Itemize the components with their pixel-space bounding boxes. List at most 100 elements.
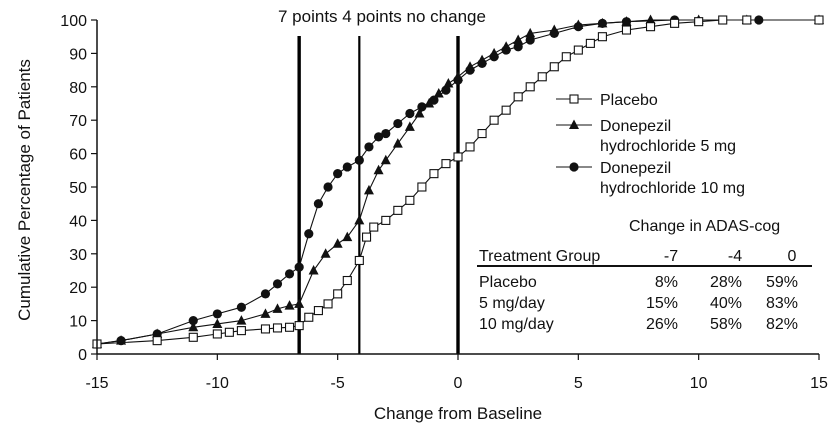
data-point-series-1 xyxy=(404,121,415,131)
data-point-series-1 xyxy=(453,71,463,81)
y-tick-label: 0 xyxy=(78,347,87,364)
table-header: Treatment Group xyxy=(479,248,600,265)
data-point-series-1 xyxy=(414,108,425,118)
axis-ticks-group: 0 10 20 30 40 50 60 70 80 90 100 -15 -10 -5 0 5 10 15 xyxy=(60,13,828,392)
data-point-series-2 xyxy=(429,95,439,105)
data-point-series-2 xyxy=(313,199,324,209)
x-tick-label: 10 xyxy=(690,375,708,392)
data-point-series-1 xyxy=(212,318,223,328)
data-point-series-0 xyxy=(236,326,246,336)
data-point-series-0 xyxy=(501,105,511,115)
data-point-series-0 xyxy=(361,232,372,242)
data-point-series-1 xyxy=(332,238,343,248)
data-point-series-0 xyxy=(260,324,271,334)
data-point-series-2 xyxy=(381,128,391,139)
y-axis-label: Cumulative Percentage of Patients xyxy=(15,59,34,321)
reference-line-annotation: 7 points 4 points no change xyxy=(278,7,486,26)
x-tick-label: -15 xyxy=(85,375,108,392)
table-cell: 83% xyxy=(766,295,798,312)
data-point-series-2 xyxy=(513,42,523,52)
data-point-series-1 xyxy=(501,41,512,51)
data-point-series-1 xyxy=(443,77,454,88)
data-point-series-0 xyxy=(453,152,463,162)
table-cell: 10 mg/day xyxy=(479,316,554,333)
y-tick-label: 80 xyxy=(69,80,87,97)
data-point-series-2 xyxy=(405,108,415,119)
table-cell: 59% xyxy=(766,274,798,291)
legend-marker xyxy=(569,162,579,172)
legend-marker xyxy=(569,94,579,104)
data-point-series-1 xyxy=(477,54,488,65)
data-point-series-1 xyxy=(645,14,656,24)
data-point-series-0 xyxy=(549,62,559,72)
data-point-series-0 xyxy=(333,289,343,299)
data-point-series-1 xyxy=(621,16,632,26)
x-tick-label: 5 xyxy=(574,375,583,392)
data-point-series-0 xyxy=(369,222,379,232)
data-point-series-0 xyxy=(405,195,415,205)
data-point-series-1 xyxy=(236,315,247,325)
data-point-series-0 xyxy=(323,299,333,309)
y-tick-label: 70 xyxy=(69,113,87,130)
y-tick-label: 60 xyxy=(69,147,87,164)
x-tick-label: 15 xyxy=(810,375,828,392)
data-point-series-0 xyxy=(429,169,439,179)
data-point-series-0 xyxy=(814,15,824,25)
data-point-series-0 xyxy=(152,336,162,346)
data-point-series-2 xyxy=(284,269,295,279)
table-cell: 15% xyxy=(646,295,678,312)
data-point-series-2 xyxy=(525,35,535,45)
data-point-series-1 xyxy=(284,300,295,310)
data-point-series-1 xyxy=(152,328,163,338)
table-cell: 58% xyxy=(710,316,742,333)
data-point-series-0 xyxy=(525,82,535,92)
table-cell: 26% xyxy=(646,316,678,333)
data-point-series-1 xyxy=(597,17,608,28)
data-point-series-0 xyxy=(441,159,451,169)
y-tick-label: 90 xyxy=(69,46,87,63)
data-point-series-2 xyxy=(342,162,352,172)
data-point-series-0 xyxy=(561,52,571,62)
data-point-series-2 xyxy=(212,309,222,319)
data-point-series-2 xyxy=(354,155,364,165)
data-point-series-2 xyxy=(373,132,384,142)
data-point-series-1 xyxy=(308,265,319,275)
x-tick-label: -5 xyxy=(331,375,345,392)
y-tick-label: 50 xyxy=(69,180,87,197)
table-cell: 28% xyxy=(710,274,742,291)
data-point-series-0 xyxy=(537,72,547,82)
data-point-series-0 xyxy=(670,18,680,28)
table-cell: Placebo xyxy=(479,274,537,291)
data-point-series-0 xyxy=(477,129,487,139)
legend-label: hydrochloride 10 mg xyxy=(600,180,745,197)
data-point-series-2 xyxy=(188,316,198,326)
data-point-series-0 xyxy=(212,329,222,339)
table-cell: 5 mg/day xyxy=(479,295,545,312)
data-point-series-0 xyxy=(284,322,295,332)
data-point-series-1 xyxy=(489,47,500,58)
data-point-series-2 xyxy=(236,302,246,312)
data-point-series-0 xyxy=(393,205,403,215)
data-point-series-1 xyxy=(513,34,524,45)
data-point-series-1 xyxy=(380,154,391,165)
data-point-series-0 xyxy=(354,255,364,266)
data-point-series-1 xyxy=(294,298,305,308)
data-point-series-0 xyxy=(417,182,427,192)
data-point-series-1 xyxy=(320,248,331,258)
data-point-series-2 xyxy=(333,169,343,179)
data-point-series-0 xyxy=(585,38,595,48)
legend-label: Donepezil xyxy=(600,160,671,177)
data-point-series-0 xyxy=(272,323,283,333)
data-point-series-1 xyxy=(354,214,365,225)
data-point-series-0 xyxy=(342,275,352,286)
data-point-series-1 xyxy=(272,303,283,313)
y-tick-label: 30 xyxy=(69,247,87,264)
legend-marker xyxy=(569,119,579,129)
data-point-series-0 xyxy=(313,306,323,316)
data-point-series-1 xyxy=(373,164,384,175)
data-point-series-0 xyxy=(381,215,391,225)
y-tick-label: 100 xyxy=(60,13,87,30)
inset-table: Change in ADAS-cog Treatment Group -7 -4 0 Pl… xyxy=(477,218,812,333)
legend-label: hydrochloride 5 mg xyxy=(600,138,736,155)
